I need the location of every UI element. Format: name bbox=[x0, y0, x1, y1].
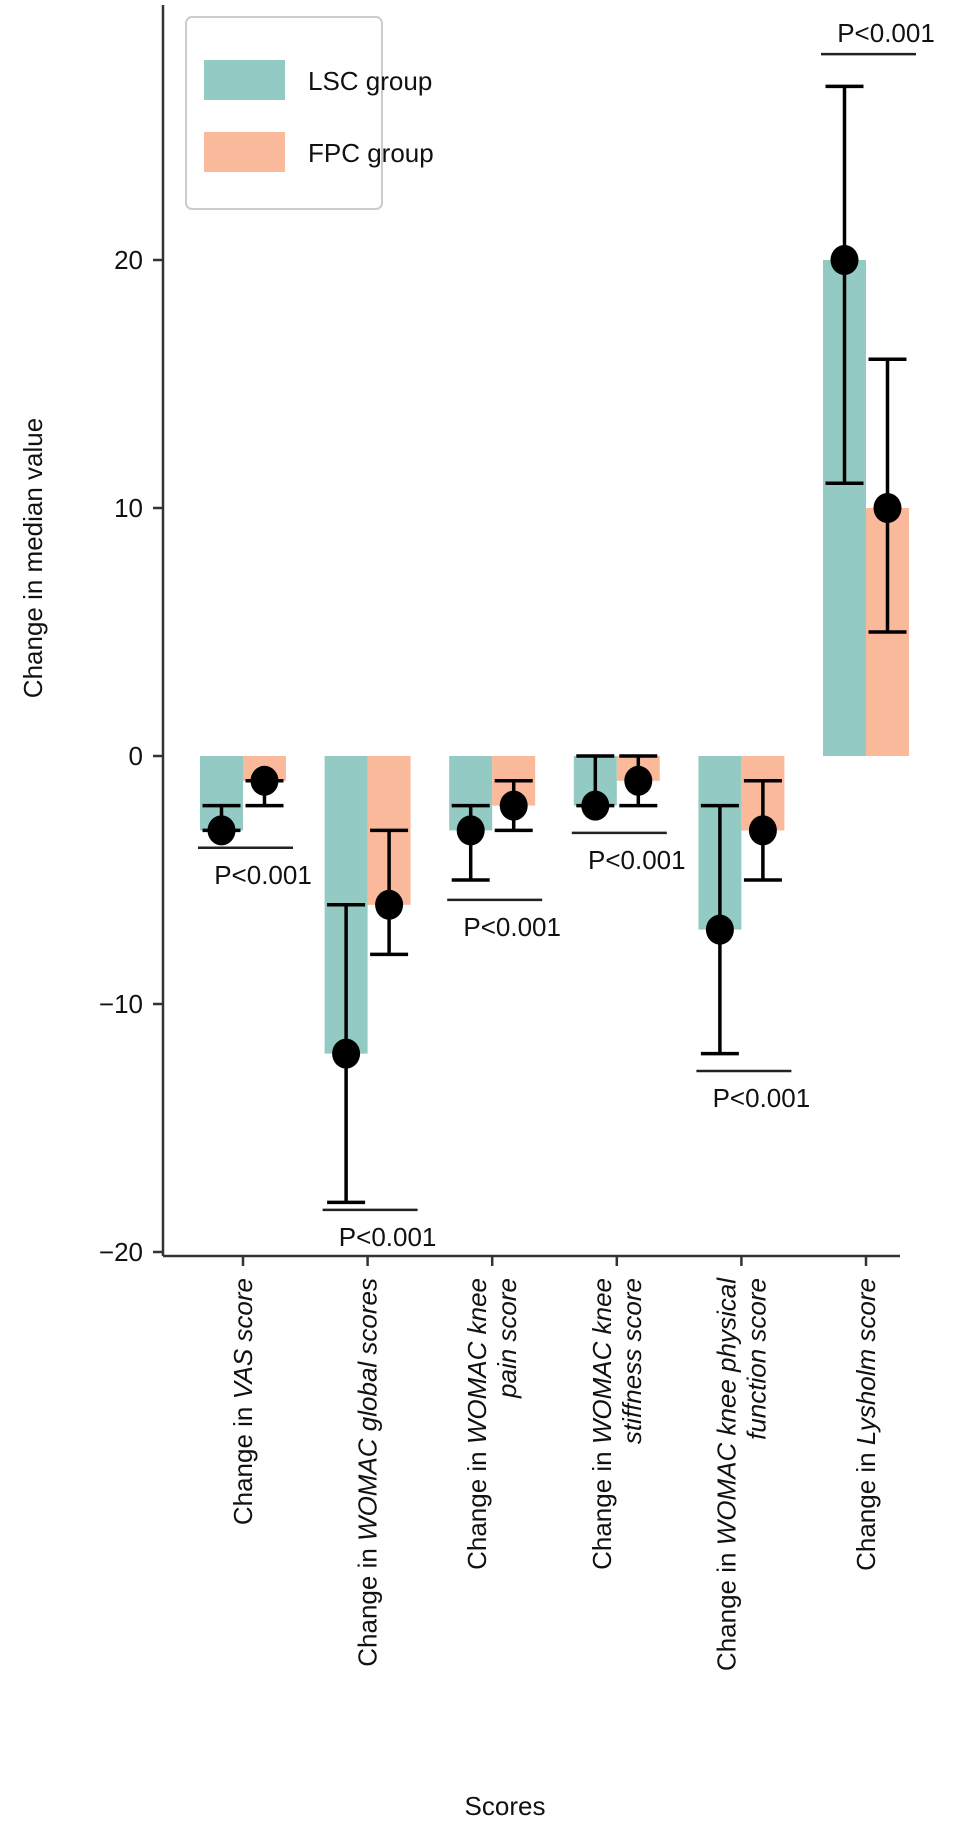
x-tick-label-part: Change in bbox=[711, 1545, 741, 1671]
median-marker bbox=[332, 1038, 361, 1069]
x-tick-label-part: function score bbox=[741, 1278, 771, 1440]
p-value-label: P<0.001 bbox=[214, 860, 312, 890]
x-tick-label: function score bbox=[741, 1278, 771, 1440]
median-marker bbox=[581, 790, 610, 821]
p-value-label: P<0.001 bbox=[463, 912, 561, 942]
median-marker bbox=[873, 493, 902, 523]
x-tick-label: stiffness score bbox=[617, 1278, 647, 1444]
p-value-label: P<0.001 bbox=[713, 1083, 811, 1113]
x-tick-label-part: Change in bbox=[462, 1444, 492, 1570]
x-tick-label: pain score bbox=[492, 1278, 522, 1399]
median-marker bbox=[499, 790, 528, 821]
y-tick-label: −20 bbox=[99, 1237, 143, 1267]
median-marker bbox=[830, 245, 859, 275]
y-axis-label: Change in median value bbox=[18, 418, 48, 698]
x-tick-label: Change in Lysholm score bbox=[851, 1278, 881, 1571]
p-value-label: P<0.001 bbox=[588, 845, 686, 875]
x-tick-label-part: Change in bbox=[587, 1444, 617, 1570]
median-marker bbox=[207, 815, 236, 846]
median-marker bbox=[705, 914, 734, 945]
legend-box bbox=[185, 16, 383, 210]
y-tick-label: 0 bbox=[129, 741, 143, 771]
x-tick-label-part: VAS score bbox=[228, 1278, 258, 1399]
x-tick-label: Change in VAS score bbox=[228, 1278, 258, 1525]
x-tick-label: Change in WOMAC global scores bbox=[353, 1278, 383, 1667]
x-tick-label-part: stiffness score bbox=[617, 1278, 647, 1444]
x-axis-label: Scores bbox=[465, 1791, 546, 1821]
x-tick-label: Change in WOMAC knee bbox=[587, 1278, 617, 1570]
x-tick-label-part: WOMAC knee bbox=[587, 1278, 617, 1444]
median-marker bbox=[375, 889, 404, 920]
legend-swatch-lsc bbox=[204, 60, 285, 100]
y-tick-label: −10 bbox=[99, 989, 143, 1019]
x-tick-label-part: Change in bbox=[353, 1541, 383, 1667]
y-tick-label: 20 bbox=[114, 245, 143, 275]
x-tick-label-part: Change in bbox=[851, 1445, 881, 1571]
x-tick-label-part: WOMAC knee bbox=[462, 1278, 492, 1444]
x-tick-label-part: Change in bbox=[228, 1399, 258, 1525]
legend-label: LSC group bbox=[308, 66, 432, 96]
x-tick-label-part: pain score bbox=[492, 1278, 522, 1399]
x-tick-label: Change in WOMAC knee physical bbox=[711, 1277, 741, 1671]
legend-label: FPC group bbox=[308, 138, 434, 168]
y-tick-label: 10 bbox=[114, 493, 143, 523]
x-tick-label: Change in WOMAC knee bbox=[462, 1278, 492, 1570]
x-tick-label-part: WOMAC knee physical bbox=[711, 1277, 741, 1546]
x-tick-label-part: WOMAC global scores bbox=[353, 1278, 383, 1541]
p-value-label: P<0.001 bbox=[339, 1222, 437, 1252]
median-marker bbox=[456, 815, 485, 846]
x-tick-label-part: Lysholm score bbox=[851, 1278, 881, 1445]
median-marker bbox=[250, 765, 279, 796]
p-value-label: P<0.001 bbox=[837, 18, 935, 48]
median-marker bbox=[624, 765, 653, 796]
legend-swatch-fpc bbox=[204, 132, 285, 172]
median-marker bbox=[748, 815, 777, 846]
